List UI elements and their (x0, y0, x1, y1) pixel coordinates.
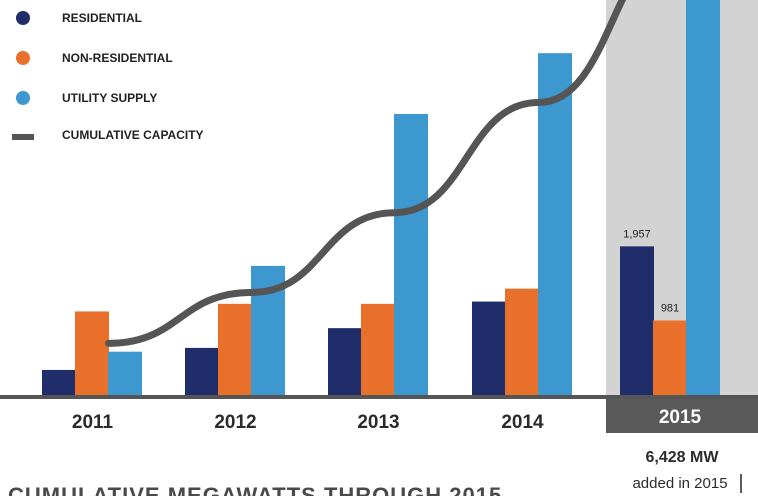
legend-item: UTILITY SUPPLY (16, 91, 157, 105)
legend-label: RESIDENTIAL (62, 11, 142, 25)
bar-residential-2015 (620, 246, 654, 395)
x-tick-label-2012: 2012 (214, 412, 256, 433)
bar-residential-2014 (472, 301, 506, 395)
cumulative-line-layer (105, 0, 627, 347)
bar-utility-supply-2013 (394, 113, 428, 395)
x-tick-label-2011: 2011 (72, 412, 114, 433)
highlight-year-box (606, 399, 758, 433)
legend-label: CUMULATIVE CAPACITY (62, 128, 204, 142)
bar-non-residential-2011 (75, 311, 109, 395)
cumulative-capacity-line (105, 0, 627, 347)
x-tick-labels: 2011 2012 2013 2014 2015 (72, 399, 758, 433)
bar-residential-2013 (328, 328, 362, 395)
x-tick-label-2013: 2013 (357, 412, 399, 433)
legend-item: RESIDENTIAL (16, 11, 142, 25)
bar-utility-supply-2014 (538, 53, 572, 396)
bars-layer (42, 0, 720, 396)
footer-title: CUMULATIVE MEGAWATTS THROUGH 2015 (8, 483, 502, 496)
bar-non-residential-2014 (505, 288, 539, 395)
legend-line-marker (12, 134, 34, 140)
data-label-2015-0: 1,957 (623, 228, 651, 240)
legend-item: NON-RESIDENTIAL (16, 51, 173, 65)
bar-non-residential-2012 (218, 303, 252, 395)
x-tick-label-2015: 2015 (659, 407, 702, 428)
legend-marker (16, 11, 30, 25)
legend: RESIDENTIAL NON-RESIDENTIAL UTILITY SUPPLY… (12, 11, 204, 142)
bar-non-residential-2015 (653, 320, 687, 395)
legend-marker (16, 51, 30, 65)
legend-marker (16, 91, 30, 105)
legend-label: NON-RESIDENTIAL (62, 51, 173, 65)
bar-utility-supply-2011 (108, 351, 142, 395)
annotation-value: 6,428 MW (646, 449, 720, 466)
x-tick-label-2014: 2014 (501, 412, 544, 433)
annotation-text: added in 2015 (632, 475, 727, 492)
bar-utility-supply-2015 (686, 0, 720, 395)
bar-non-residential-2013 (361, 303, 395, 395)
data-label-2015-1: 981 (661, 302, 679, 314)
legend-label: UTILITY SUPPLY (62, 91, 157, 105)
bar-residential-2011 (42, 369, 76, 395)
data-labels-layer: 1,957 981 (623, 228, 679, 314)
legend-item: CUMULATIVE CAPACITY (12, 128, 204, 142)
bar-residential-2012 (185, 347, 219, 395)
